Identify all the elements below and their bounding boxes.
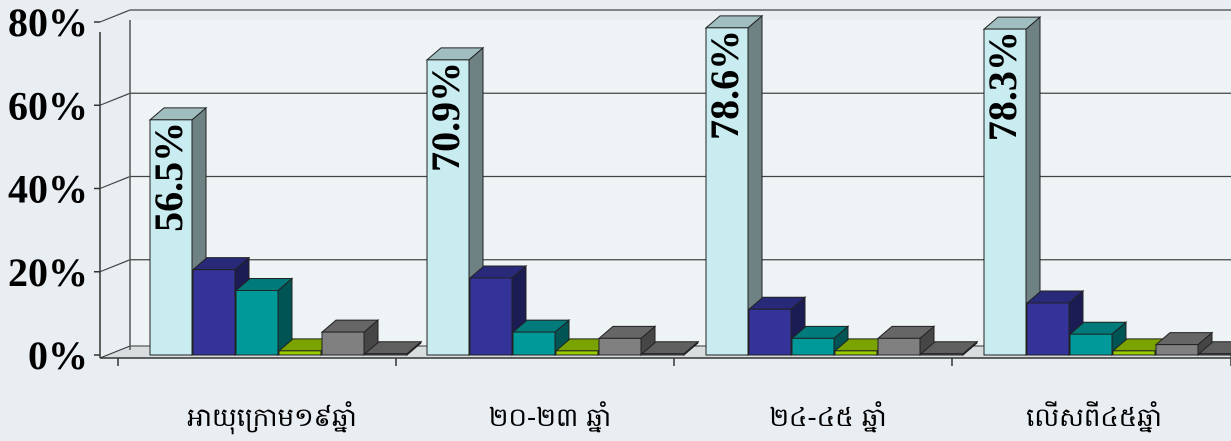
data-label: 70.9% [423, 62, 468, 172]
category-labels: អាយុក្រោម១៩ឆ្នាំ ២០-២៣ ឆ្នាំ ២៤-៤៥ ឆ្នាំ លើ… [117, 358, 1231, 435]
bar [640, 340, 700, 357]
gridline-side [99, 9, 131, 23]
bar [982, 15, 1042, 357]
gridline-side [99, 92, 131, 106]
gridlines [99, 9, 1231, 273]
category-label: ២៤-៤៥ ឆ្នាំ [769, 401, 886, 433]
bar [320, 319, 380, 357]
bars [148, 14, 1231, 357]
category-label: ២០-២៣ ឆ្នាំ [489, 401, 611, 433]
back-wall [130, 20, 1231, 350]
bar [1068, 321, 1128, 357]
bar [790, 325, 850, 357]
bar [876, 325, 936, 357]
bar [363, 340, 423, 357]
bar [1197, 341, 1231, 356]
data-label: 78.3% [980, 31, 1025, 141]
data-labels: 56.5% 70.9% 78.6% 78.3% [146, 30, 1025, 232]
bar [1025, 289, 1085, 357]
bar [704, 14, 764, 357]
y-tick-label: 60% [8, 83, 88, 128]
y-axis-ticks: 0% 20% 40% 60% 80% [8, 0, 100, 378]
bar [234, 277, 294, 357]
bar [511, 319, 571, 357]
category-label: អាយុក្រោម១៩ឆ្នាំ [187, 401, 357, 435]
data-label: 56.5% [146, 122, 191, 232]
y-tick-label: 20% [8, 250, 88, 295]
gridline-side [99, 175, 131, 190]
data-label: 78.6% [702, 30, 747, 140]
bar [597, 325, 657, 357]
gridline-side [99, 259, 131, 273]
y-tick-label: 40% [8, 167, 88, 212]
y-tick-label: 0% [28, 333, 88, 378]
y-tick-label: 80% [8, 0, 88, 45]
category-label: លើសពី៤៥ឆ្នាំ [1026, 401, 1162, 433]
bar [919, 340, 979, 357]
